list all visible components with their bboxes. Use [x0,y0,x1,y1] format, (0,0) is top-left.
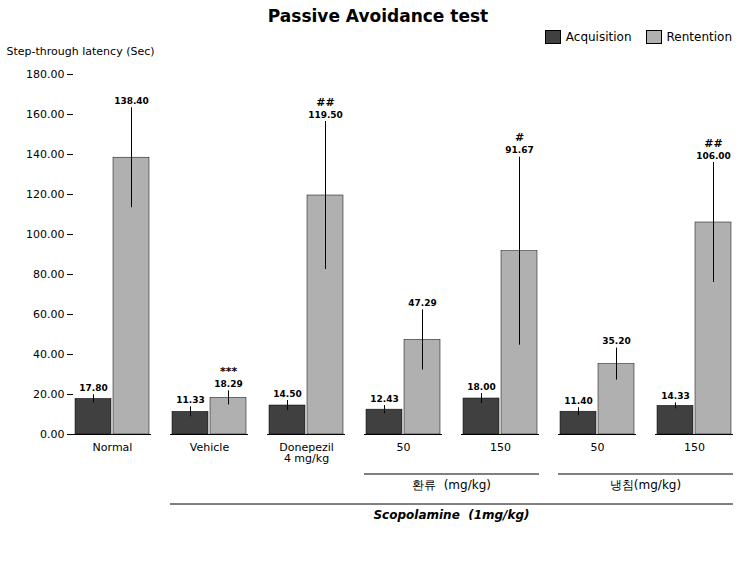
svg-text:11.40: 11.40 [564,396,592,406]
svg-text:Step-through latency (Sec): Step-through latency (Sec) [7,45,155,58]
svg-text:0.00: 0.00 [40,428,65,441]
html-text:Rentention: Rentention [666,30,732,44]
svg-text:106.00: 106.00 [696,151,731,161]
svg-text:150: 150 [490,441,511,454]
svg-text:50: 50 [397,441,411,454]
svg-text:160.00: 160.00 [26,108,65,121]
svg-text:138.40: 138.40 [114,96,149,106]
svg-text:##: ## [704,137,722,150]
html-text:Acquisition: Acquisition [565,30,632,44]
svg-text:14.50: 14.50 [273,389,301,399]
svg-text:12.43: 12.43 [370,394,398,404]
svg-text:150: 150 [684,441,705,454]
svg-text:Vehicle: Vehicle [190,441,230,454]
svg-text:Donepezil4 mg/kg: Donepezil4 mg/kg [279,441,334,465]
svg-text:Scopolamine (1mg/kg): Scopolamine (1mg/kg) [373,508,529,522]
svg-text:40.00: 40.00 [33,348,65,361]
svg-text:100.00: 100.00 [26,228,65,241]
svg-text:91.67: 91.67 [505,145,533,155]
svg-text:환류 (mg/kg): 환류 (mg/kg) [412,478,491,492]
svg-text:50: 50 [591,441,605,454]
svg-text:120.00: 120.00 [26,188,65,201]
svg-text:17.80: 17.80 [79,383,107,393]
svg-text:18.29: 18.29 [214,379,242,389]
svg-text:18.00: 18.00 [467,382,495,392]
svg-text:냉침(mg/kg): 냉침(mg/kg) [610,478,681,492]
svg-text:##: ## [316,96,334,109]
svg-text:#: # [515,131,524,144]
svg-text:14.33: 14.33 [661,391,689,401]
svg-text:11.33: 11.33 [176,395,204,405]
svg-text:20.00: 20.00 [33,388,65,401]
svg-text:140.00: 140.00 [26,148,65,161]
svg-text:35.20: 35.20 [602,336,630,346]
svg-text:60.00: 60.00 [33,308,65,321]
svg-text:***: *** [220,365,238,378]
svg-text:80.00: 80.00 [33,268,65,281]
svg-text:47.29: 47.29 [408,298,436,308]
html-text:Passive Avoidance test: Passive Avoidance test [267,6,489,26]
svg-text:119.50: 119.50 [308,110,343,120]
svg-text:180.00: 180.00 [26,68,65,81]
svg-text:Normal: Normal [93,441,133,454]
